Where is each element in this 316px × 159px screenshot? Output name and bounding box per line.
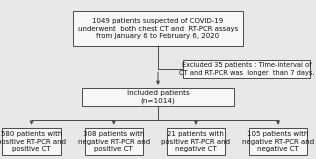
FancyBboxPatch shape — [183, 60, 310, 78]
FancyBboxPatch shape — [3, 128, 61, 156]
FancyBboxPatch shape — [73, 11, 243, 46]
FancyBboxPatch shape — [84, 128, 143, 156]
FancyBboxPatch shape — [249, 128, 307, 156]
Text: 580 patients with
positive RT-PCR and
positive CT: 580 patients with positive RT-PCR and po… — [0, 131, 66, 152]
Text: Included patients
(n=1014): Included patients (n=1014) — [127, 90, 189, 104]
Text: 105 patients with
negative RT-PCR and
negative CT: 105 patients with negative RT-PCR and ne… — [242, 131, 314, 152]
FancyBboxPatch shape — [82, 88, 234, 106]
Text: 308 patients with
negative RT-PCR and
positive CT: 308 patients with negative RT-PCR and po… — [78, 131, 150, 152]
FancyBboxPatch shape — [167, 128, 225, 156]
Text: 1049 patients suspected of COVID-19
underwent  both chest CT and  RT-PCR assays
: 1049 patients suspected of COVID-19 unde… — [78, 18, 238, 39]
Text: Excluded 35 patients : Time-interval of
CT and RT-PCR was  longer  than 7 days.: Excluded 35 patients : Time-interval of … — [179, 62, 314, 76]
Text: 21 patients with
positive RT-PCR and
negative CT: 21 patients with positive RT-PCR and neg… — [161, 131, 230, 152]
